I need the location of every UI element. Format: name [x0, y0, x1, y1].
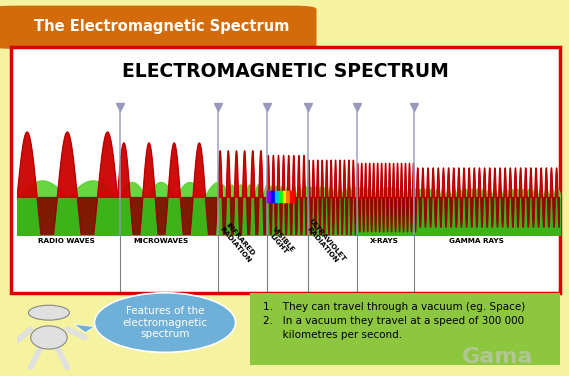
Text: GAMMA RAYS: GAMMA RAYS	[449, 238, 504, 244]
Text: MICROWAVES: MICROWAVES	[134, 238, 189, 244]
Text: 1.   They can travel through a vacuum (eg. Space)
2.   In a vacuum they travel a: 1. They can travel through a vacuum (eg.…	[263, 302, 525, 340]
Polygon shape	[74, 324, 94, 332]
Text: ULTRAVIOLET
RADIATION: ULTRAVIOLET RADIATION	[302, 217, 347, 267]
Text: RADIO WAVES: RADIO WAVES	[38, 238, 94, 244]
Text: INFRARED
RADIATION: INFRARED RADIATION	[218, 221, 257, 264]
Text: Features of the
electromagnetic
spectrum: Features of the electromagnetic spectrum	[122, 306, 208, 339]
Text: ELECTROMAGNETIC SPECTRUM: ELECTROMAGNETIC SPECTRUM	[122, 62, 450, 81]
Text: VISIBLE
LIGHT: VISIBLE LIGHT	[266, 226, 296, 258]
Circle shape	[28, 305, 69, 320]
FancyBboxPatch shape	[250, 293, 560, 365]
FancyBboxPatch shape	[0, 6, 316, 48]
Text: Gama: Gama	[462, 347, 534, 367]
Text: The Electromagnetic Spectrum: The Electromagnetic Spectrum	[34, 19, 290, 34]
Ellipse shape	[94, 293, 236, 352]
Text: X-RAYS: X-RAYS	[369, 238, 398, 244]
FancyBboxPatch shape	[11, 47, 560, 293]
Ellipse shape	[31, 326, 67, 349]
